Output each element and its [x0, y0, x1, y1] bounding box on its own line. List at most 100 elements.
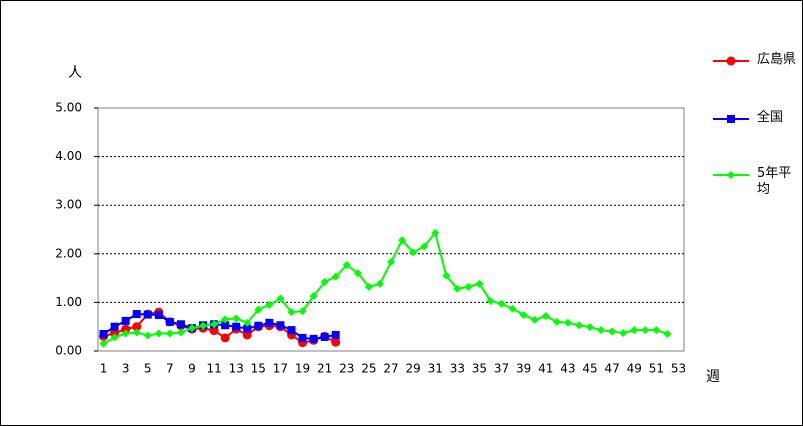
marker — [442, 271, 451, 280]
marker — [221, 315, 230, 324]
marker — [530, 315, 539, 324]
marker — [519, 311, 528, 320]
x-tick-label: 47 — [604, 362, 619, 376]
marker — [143, 310, 152, 319]
x-tick-label: 7 — [166, 362, 174, 376]
marker — [574, 321, 583, 330]
marker — [652, 326, 661, 335]
marker — [176, 328, 185, 337]
marker — [486, 296, 495, 305]
marker — [265, 318, 274, 327]
marker — [727, 115, 735, 123]
marker — [342, 260, 351, 269]
x-tick-label: 3 — [122, 362, 130, 376]
x-tick-label: 13 — [229, 362, 244, 376]
marker — [508, 304, 517, 313]
marker — [287, 308, 296, 317]
marker — [320, 332, 329, 341]
y-tick-label: 4.00 — [55, 149, 82, 163]
y-tick-label: 0.00 — [55, 344, 82, 358]
marker — [309, 292, 318, 301]
marker — [387, 258, 395, 267]
marker — [641, 326, 650, 335]
x-tick-label: 1 — [100, 362, 108, 376]
marker — [121, 329, 130, 338]
y-tick-label: 3.00 — [55, 198, 82, 212]
marker — [464, 282, 473, 291]
marker — [353, 269, 362, 278]
marker — [220, 333, 230, 343]
x-tick-label: 11 — [206, 362, 221, 376]
marker — [143, 331, 152, 340]
marker — [409, 248, 418, 257]
x-tick-label: 29 — [405, 362, 420, 376]
legend-label: 5年平均 — [757, 166, 792, 197]
marker — [364, 282, 373, 291]
marker — [243, 324, 252, 333]
marker — [232, 322, 241, 331]
marker — [154, 329, 163, 338]
marker — [453, 284, 462, 293]
marker — [320, 277, 329, 286]
marker — [210, 320, 219, 329]
marker — [132, 310, 141, 319]
marker — [619, 329, 628, 338]
marker — [165, 317, 174, 326]
marker — [298, 307, 307, 316]
y-axis-label: 人 — [68, 65, 82, 81]
marker — [331, 272, 340, 281]
marker — [110, 328, 120, 338]
marker — [132, 328, 141, 337]
y-tick-label: 1.00 — [55, 295, 82, 309]
x-tick-label: 27 — [383, 362, 398, 376]
x-tick-label: 23 — [339, 362, 354, 376]
marker — [199, 321, 208, 330]
marker — [663, 329, 672, 338]
x-tick-label: 17 — [273, 362, 288, 376]
marker — [254, 321, 263, 330]
x-tick-label: 41 — [538, 362, 553, 376]
legend-label: 全国 — [757, 110, 784, 125]
marker — [132, 322, 142, 332]
x-tick-label: 19 — [295, 362, 310, 376]
series-line — [102, 313, 336, 340]
plot-area — [97, 107, 685, 352]
marker — [375, 279, 384, 288]
marker — [99, 329, 108, 338]
x-tick-label: 39 — [516, 362, 531, 376]
series-line — [103, 311, 337, 344]
x-tick-label: 25 — [361, 362, 376, 376]
x-tick-label: 15 — [251, 362, 266, 376]
x-tick-label: 21 — [317, 362, 332, 376]
x-tick-label: 9 — [188, 362, 196, 376]
marker — [276, 321, 285, 330]
marker — [726, 56, 736, 66]
marker — [221, 321, 230, 330]
marker — [331, 337, 341, 347]
marker — [287, 326, 296, 335]
marker — [154, 311, 163, 320]
marker — [552, 317, 561, 326]
marker — [276, 294, 285, 303]
marker — [298, 333, 307, 342]
y-tick-label: 5.00 — [55, 101, 82, 115]
marker — [121, 316, 130, 325]
x-tick-label: 43 — [560, 362, 575, 376]
marker — [597, 326, 606, 335]
marker — [309, 334, 318, 343]
marker — [121, 324, 131, 334]
marker — [187, 324, 196, 333]
marker — [242, 330, 252, 340]
x-tick-label: 53 — [671, 362, 686, 376]
x-tick-label: 45 — [582, 362, 597, 376]
x-tick-label: 35 — [472, 362, 487, 376]
marker — [475, 279, 484, 288]
marker — [630, 326, 639, 335]
marker — [265, 300, 274, 309]
marker — [727, 171, 735, 179]
x-tick-label: 31 — [428, 362, 443, 376]
marker — [608, 327, 617, 336]
marker — [110, 333, 119, 342]
